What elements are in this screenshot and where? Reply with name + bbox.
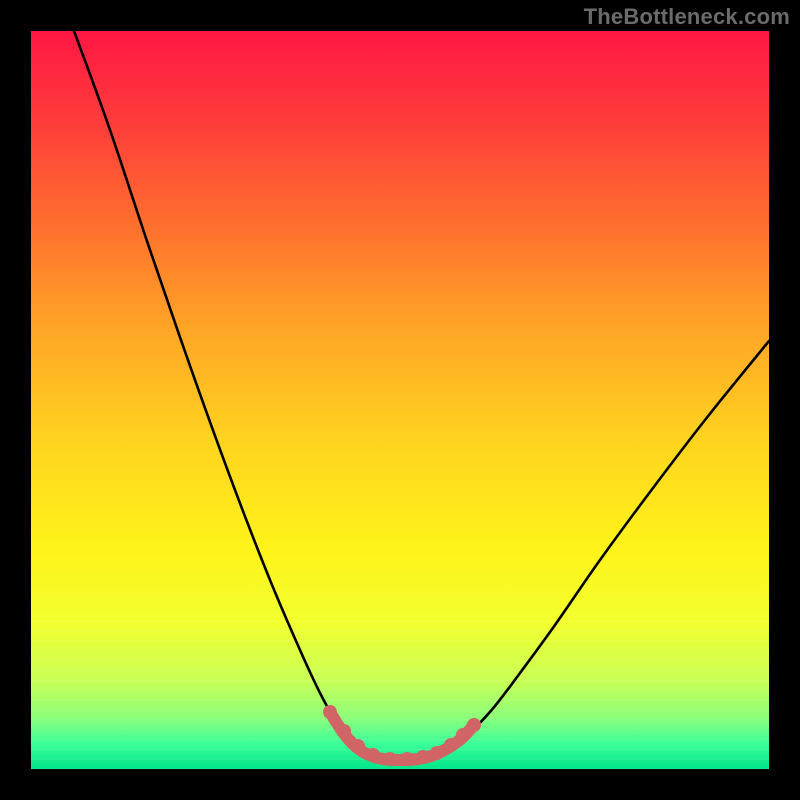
highlight-dot: [337, 724, 351, 738]
highlight-dot: [383, 752, 397, 766]
gradient-plot-area: [31, 31, 769, 769]
watermark-text: TheBottleneck.com: [584, 4, 790, 30]
highlight-dot: [323, 705, 337, 719]
highlight-dot: [366, 748, 380, 762]
highlight-dot: [430, 746, 444, 760]
highlight-dot: [444, 738, 458, 752]
highlight-dot: [351, 739, 365, 753]
highlight-dot: [467, 718, 481, 732]
chart-canvas: TheBottleneck.com: [0, 0, 800, 800]
highlight-dot: [416, 750, 430, 764]
highlight-dot: [400, 752, 414, 766]
highlight-dot: [456, 728, 470, 742]
bottleneck-chart-svg: [0, 0, 800, 800]
